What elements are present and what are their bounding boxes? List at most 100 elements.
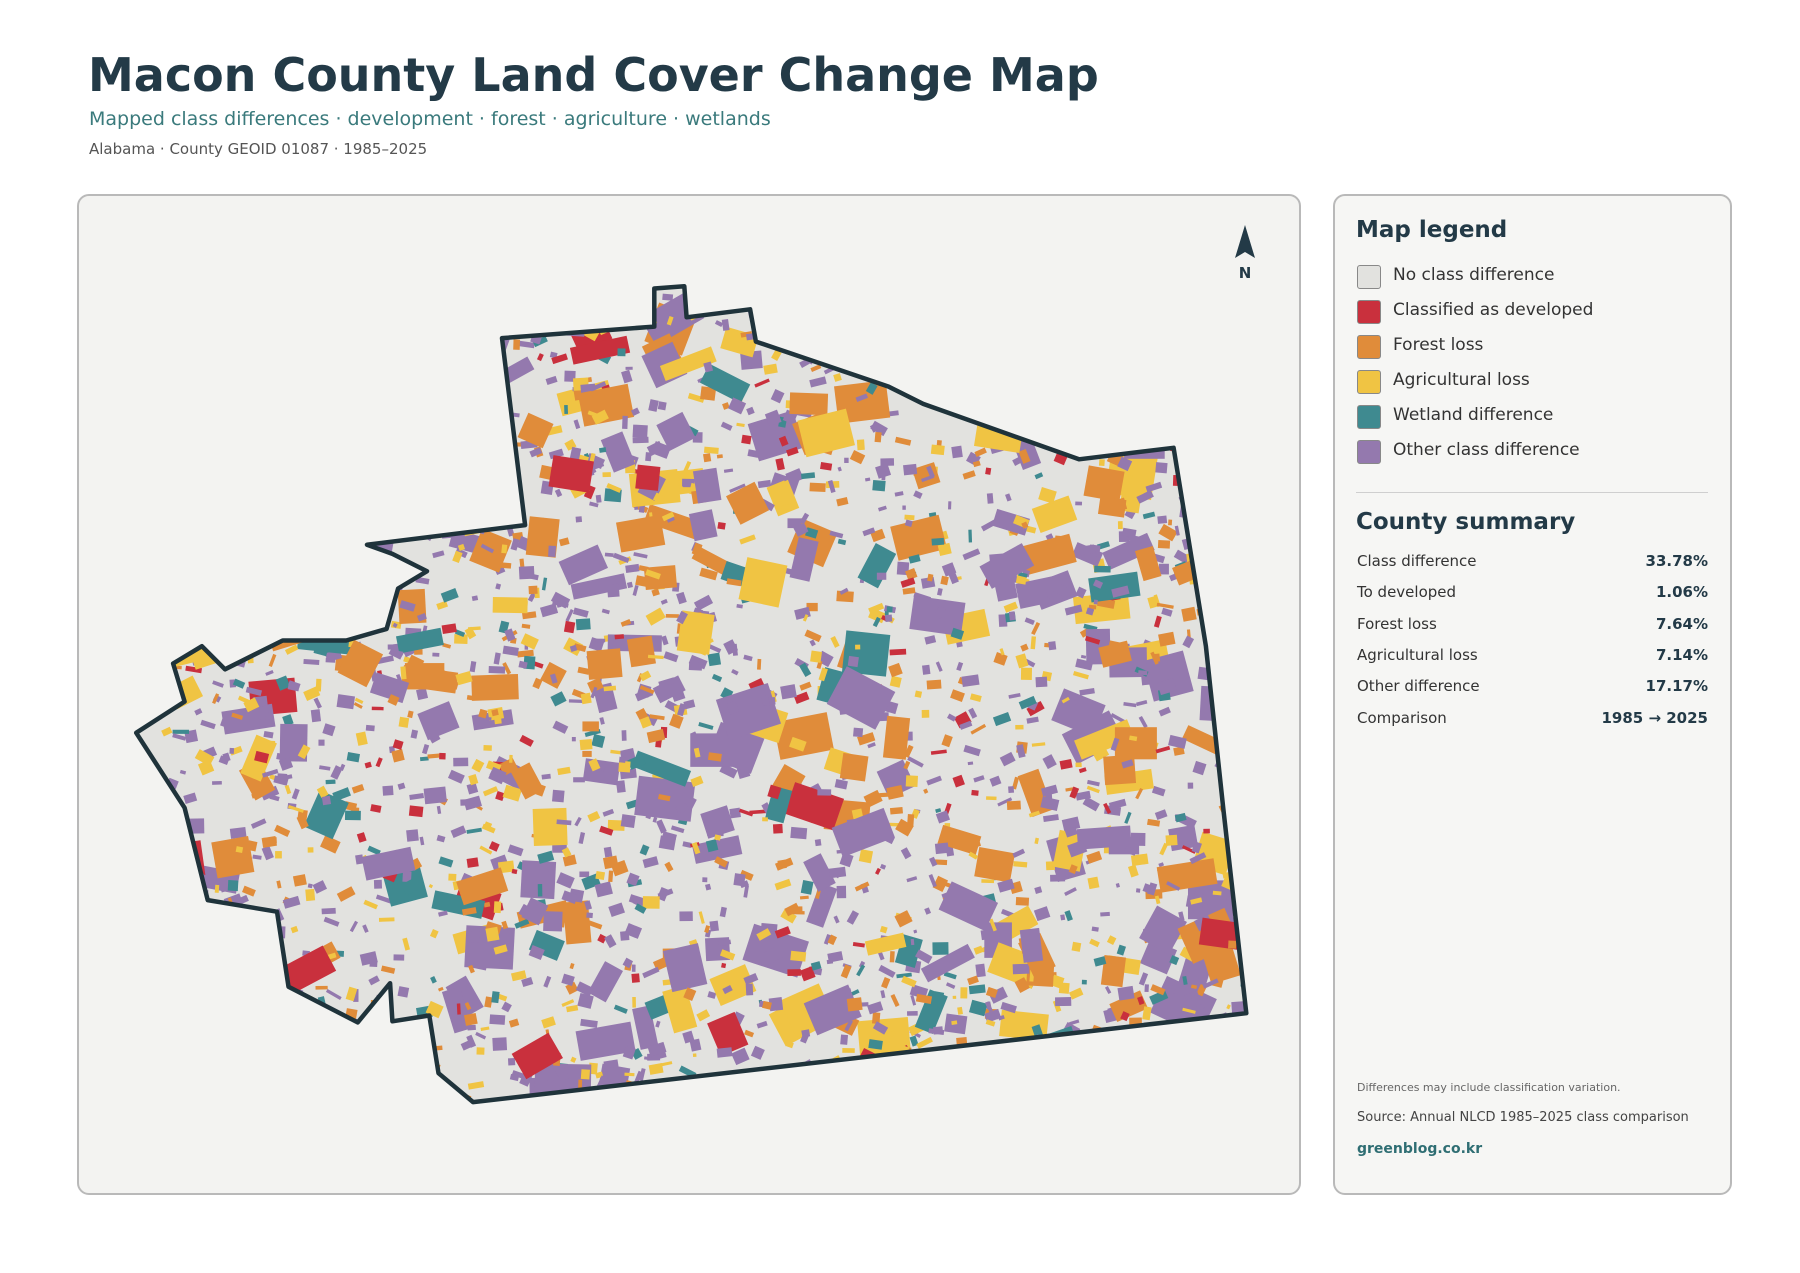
change-patch — [1020, 643, 1029, 652]
change-patch — [159, 957, 201, 983]
change-patch — [1008, 692, 1021, 699]
change-patch — [634, 903, 647, 914]
change-patch — [908, 554, 921, 564]
change-patch — [1258, 959, 1267, 970]
change-patch — [574, 816, 582, 827]
change-patch — [1138, 972, 1149, 986]
change-patch — [469, 931, 480, 943]
change-patch — [419, 756, 429, 762]
change-patch — [211, 836, 255, 879]
change-patch — [263, 1032, 273, 1037]
change-patch — [1106, 935, 1117, 945]
change-patch — [170, 286, 181, 288]
change-patch — [913, 490, 923, 500]
change-patch — [297, 744, 311, 760]
change-patch — [840, 1034, 849, 1045]
change-patch — [253, 299, 261, 310]
change-patch — [1043, 1051, 1059, 1059]
divider — [1356, 492, 1708, 493]
change-patch — [1163, 1035, 1230, 1095]
change-patch — [656, 819, 667, 834]
change-patch — [1094, 304, 1105, 311]
change-patch — [205, 514, 217, 524]
change-patch — [470, 362, 482, 375]
change-patch — [907, 1011, 918, 1016]
change-patch — [541, 1016, 556, 1029]
change-patch — [448, 873, 457, 881]
change-patch — [501, 544, 508, 554]
change-patch — [241, 513, 270, 552]
change-patch — [1069, 1019, 1080, 1026]
change-patch — [444, 450, 460, 461]
change-patch — [194, 473, 209, 486]
change-patch — [322, 336, 331, 350]
change-patch — [1027, 340, 1035, 355]
change-patch — [979, 543, 1035, 589]
change-patch — [136, 657, 174, 692]
change-patch — [1182, 1024, 1190, 1037]
change-patch — [602, 808, 615, 817]
change-patch — [497, 860, 515, 874]
change-patch — [161, 836, 172, 848]
change-patch — [561, 890, 578, 904]
change-patch — [827, 479, 836, 493]
change-patch — [249, 998, 255, 1004]
change-patch — [541, 577, 548, 591]
change-patch — [1030, 636, 1037, 650]
change-patch — [638, 1068, 646, 1081]
change-patch — [407, 519, 415, 531]
change-patch — [1071, 941, 1082, 952]
change-patch — [1135, 286, 1148, 294]
change-patch — [419, 413, 461, 452]
change-patch — [495, 561, 512, 569]
change-patch — [1210, 459, 1226, 472]
change-patch — [148, 900, 162, 916]
change-patch — [453, 757, 469, 767]
change-patch — [927, 573, 934, 582]
change-patch — [365, 514, 373, 519]
change-patch — [810, 364, 822, 372]
change-patch — [336, 371, 353, 379]
change-patch — [650, 1105, 659, 1114]
change-patch — [631, 750, 692, 787]
change-patch — [1113, 436, 1126, 445]
change-patch — [768, 997, 784, 1012]
change-patch — [171, 870, 182, 878]
change-patch — [726, 1105, 733, 1111]
change-patch — [1078, 360, 1083, 366]
change-patch — [315, 609, 323, 623]
change-patch — [397, 782, 406, 790]
change-patch — [158, 633, 171, 645]
change-patch — [1245, 728, 1247, 742]
change-patch — [872, 616, 881, 628]
change-patch — [136, 577, 148, 591]
change-patch — [603, 846, 613, 858]
change-patch — [579, 871, 590, 878]
change-patch — [693, 286, 710, 293]
change-patch — [391, 430, 397, 442]
change-patch — [573, 777, 585, 783]
change-patch — [245, 480, 262, 492]
change-patch — [203, 412, 210, 426]
change-patch — [921, 709, 930, 718]
change-patch — [138, 983, 151, 997]
change-patch — [1055, 997, 1072, 1007]
change-patch — [296, 385, 310, 395]
change-patch — [325, 351, 334, 364]
change-patch — [169, 1093, 178, 1102]
change-patch — [380, 1073, 398, 1088]
change-patch — [136, 1079, 142, 1088]
change-patch — [635, 464, 661, 491]
change-patch — [136, 880, 151, 894]
change-patch — [151, 1018, 193, 1057]
change-patch — [846, 299, 861, 314]
change-patch — [586, 912, 593, 919]
change-patch — [391, 649, 404, 656]
change-patch — [1220, 1043, 1235, 1051]
change-patch — [1093, 599, 1098, 605]
change-patch — [555, 1066, 570, 1083]
change-patch — [1033, 906, 1051, 922]
change-patch — [410, 729, 419, 739]
change-patch — [827, 951, 844, 963]
change-patch — [509, 754, 513, 763]
